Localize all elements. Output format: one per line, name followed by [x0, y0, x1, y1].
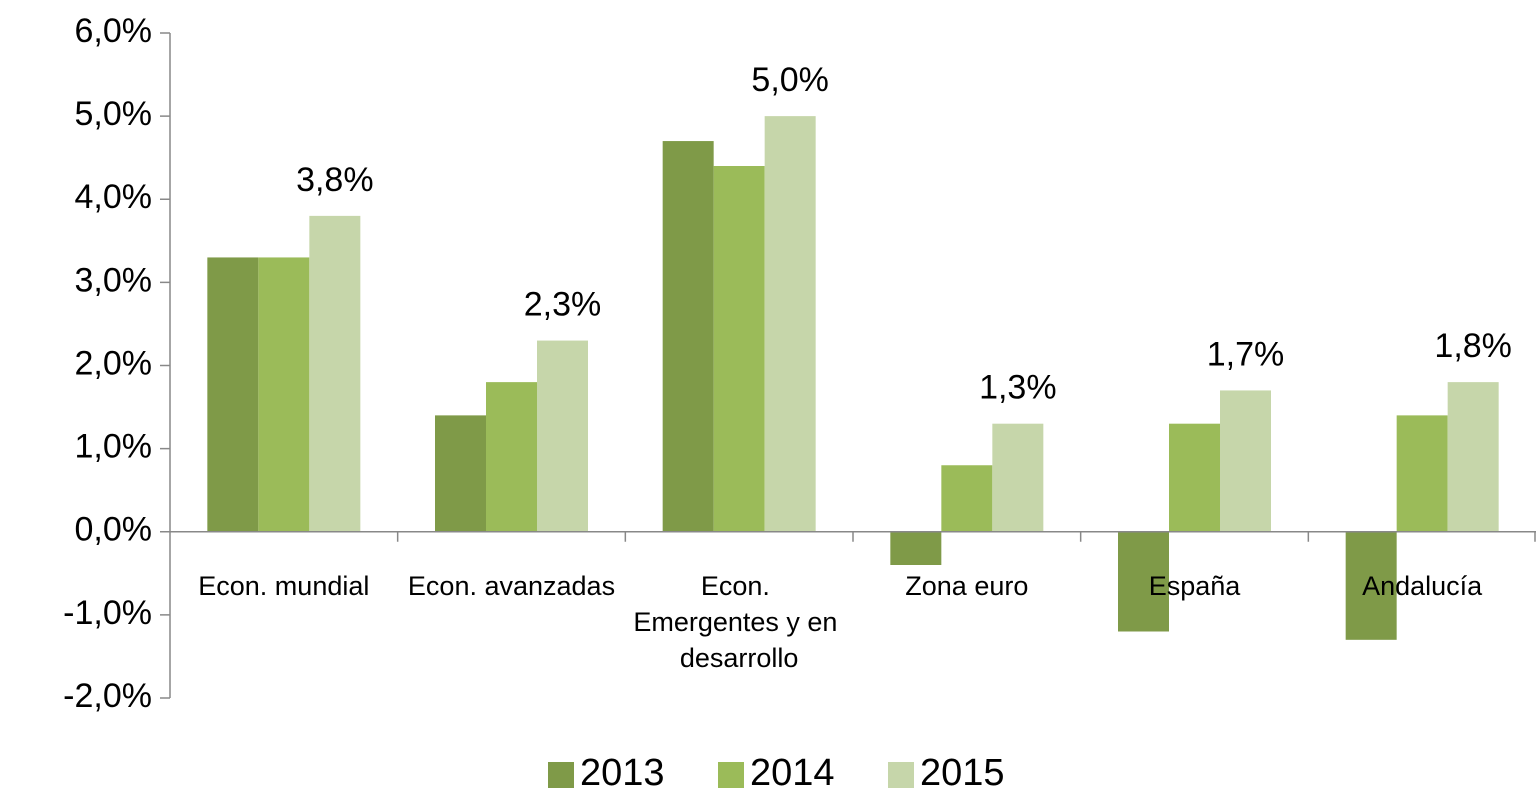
- x-tick-label: España: [1149, 571, 1242, 601]
- bar: [1118, 531, 1169, 632]
- data-label: 1,3%: [979, 369, 1057, 407]
- y-tick-label: -2,0%: [63, 677, 152, 715]
- bar: [890, 531, 942, 565]
- y-tick-label: 5,0%: [75, 95, 153, 133]
- y-tick-label: 2,0%: [75, 344, 153, 382]
- x-tick-label: Econ. avanzadas: [408, 571, 615, 601]
- legend-swatch: [548, 762, 574, 788]
- bar: [662, 141, 714, 532]
- data-label: 2,3%: [524, 286, 602, 324]
- bar: [435, 415, 486, 532]
- legend-label: 2014: [750, 752, 835, 793]
- bar: [207, 257, 259, 532]
- bar: [486, 382, 537, 532]
- data-label: 5,0%: [751, 61, 829, 99]
- legend-label: 2015: [920, 752, 1005, 793]
- data-label: 1,8%: [1434, 327, 1512, 365]
- bar: [309, 215, 361, 532]
- bar: [713, 166, 765, 532]
- legend-swatch: [718, 762, 744, 788]
- y-tick-label: 6,0%: [75, 12, 153, 50]
- x-tick-label: Econ. mundial: [198, 571, 369, 601]
- y-tick-label: 3,0%: [75, 261, 153, 299]
- bar: [537, 340, 588, 532]
- x-tick-label: Zona euro: [905, 571, 1028, 601]
- bar: [764, 116, 816, 532]
- bar: [1447, 382, 1499, 532]
- bar: [992, 423, 1044, 532]
- y-tick-label: 0,0%: [75, 511, 153, 549]
- bar: [258, 257, 310, 532]
- bar: [1220, 390, 1271, 532]
- data-label: 3,8%: [296, 161, 374, 199]
- bar: [1396, 415, 1448, 532]
- x-tick-label: Econ. Emergentes y en desarrollo: [633, 571, 845, 673]
- bar: [941, 465, 993, 532]
- legend-label: 2013: [580, 752, 665, 793]
- y-tick-label: 4,0%: [75, 178, 153, 216]
- y-tick-label: 1,0%: [75, 428, 153, 466]
- legend-swatch: [888, 762, 914, 788]
- x-tick-label: Andalucía: [1362, 571, 1483, 601]
- data-label: 1,7%: [1207, 335, 1285, 373]
- bar: [1169, 423, 1220, 532]
- bar: [1345, 531, 1397, 640]
- y-tick-label: -1,0%: [63, 594, 152, 632]
